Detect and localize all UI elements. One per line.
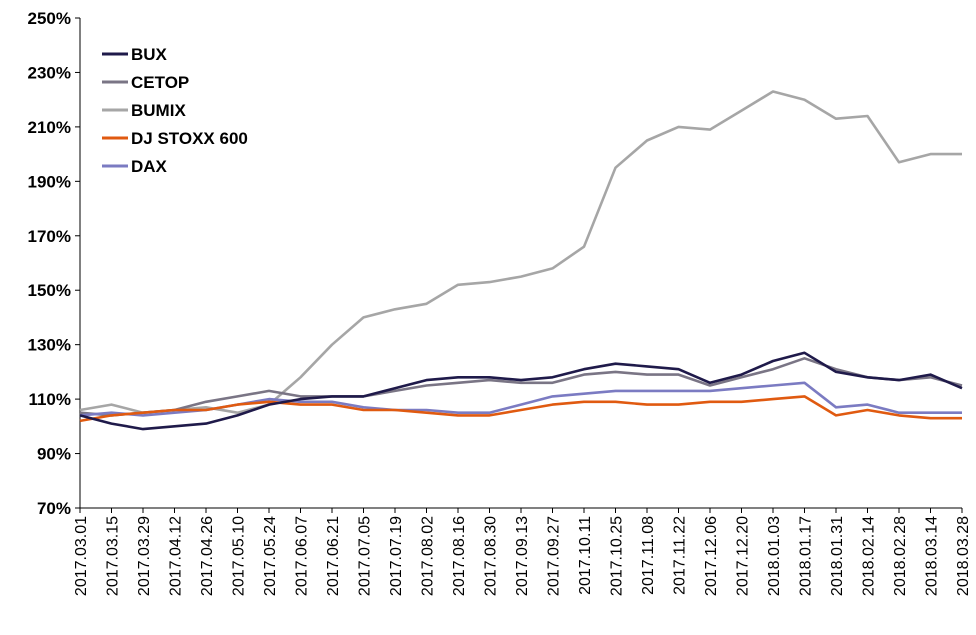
x-tick-label: 2017.06.07 [294,516,311,596]
legend-label: DAX [131,157,168,176]
x-tick-label: 2017.10.25 [609,516,626,596]
x-tick-label: 2017.05.24 [262,516,279,596]
series-lines [79,90,963,431]
x-tick-label: 2017.09.13 [514,516,531,596]
x-tick-label: 2017.03.01 [73,516,90,596]
x-tick-label: 2017.10.11 [577,516,594,595]
x-tick-label: 2017.09.27 [546,516,563,596]
x-tick-label: 2018.03.14 [924,516,941,596]
x-tick-label: 2017.08.30 [483,516,500,596]
x-tick-label: 2018.01.31 [829,516,846,596]
y-tick-label: 250% [28,9,71,28]
y-tick-label: 150% [28,281,71,300]
series-line-dj-stoxx-600 [79,395,962,423]
y-tick-label: 210% [28,118,71,137]
y-tick-label: 190% [28,172,71,191]
x-tick-label: 2017.07.19 [388,516,405,596]
series-line-cetop [79,357,963,417]
y-tick-label: 90% [37,445,71,464]
y-tick-label: 170% [28,227,71,246]
x-tick-label: 2017.11.08 [640,516,657,595]
legend: BUX CETOP BUMIX DJ STOXX 600 DAX [102,45,248,176]
legend-label: DJ STOXX 600 [131,129,248,148]
x-tick-label: 2017.12.20 [735,516,752,596]
x-tick-label: 2017.04.26 [199,516,216,596]
legend-label: BUMIX [131,101,186,120]
y-tick-label: 110% [28,390,71,409]
x-tick-label: 2017.05.10 [231,516,248,596]
y-tick-label: 70% [37,499,71,518]
x-axis: 2017.03.01 2017.03.15 2017.03.29 2017.04.12… [73,507,972,596]
x-tick-label: 2018.01.03 [766,516,783,596]
x-tick-label: 2017.07.05 [357,516,374,596]
y-tick-label: 130% [28,336,71,355]
legend-label: BUX [131,45,168,64]
x-tick-label: 2017.06.21 [325,516,342,596]
series-line-bumix [79,90,962,414]
y-axis: 250% 230% 210% 190% 170% 150% 130% 110% 90% 70% [28,9,81,518]
x-tick-label: 2017.04.12 [168,516,185,596]
x-tick-label: 2017.12.06 [703,516,720,596]
x-tick-label: 2018.01.17 [798,516,815,596]
x-tick-label: 2018.02.28 [892,516,909,596]
x-tick-label: 2017.03.15 [105,516,122,596]
x-tick-label: 2017.08.16 [451,516,468,596]
x-tick-label: 2017.11.22 [672,516,689,595]
series-line-bux [79,351,963,431]
legend-label: CETOP [131,73,189,92]
x-tick-label: 2018.02.14 [861,516,878,596]
y-tick-label: 230% [28,63,71,82]
x-tick-label: 2018.03.28 [955,516,972,596]
x-tick-label: 2017.03.29 [136,516,153,596]
x-tick-label: 2017.08.02 [420,516,437,596]
